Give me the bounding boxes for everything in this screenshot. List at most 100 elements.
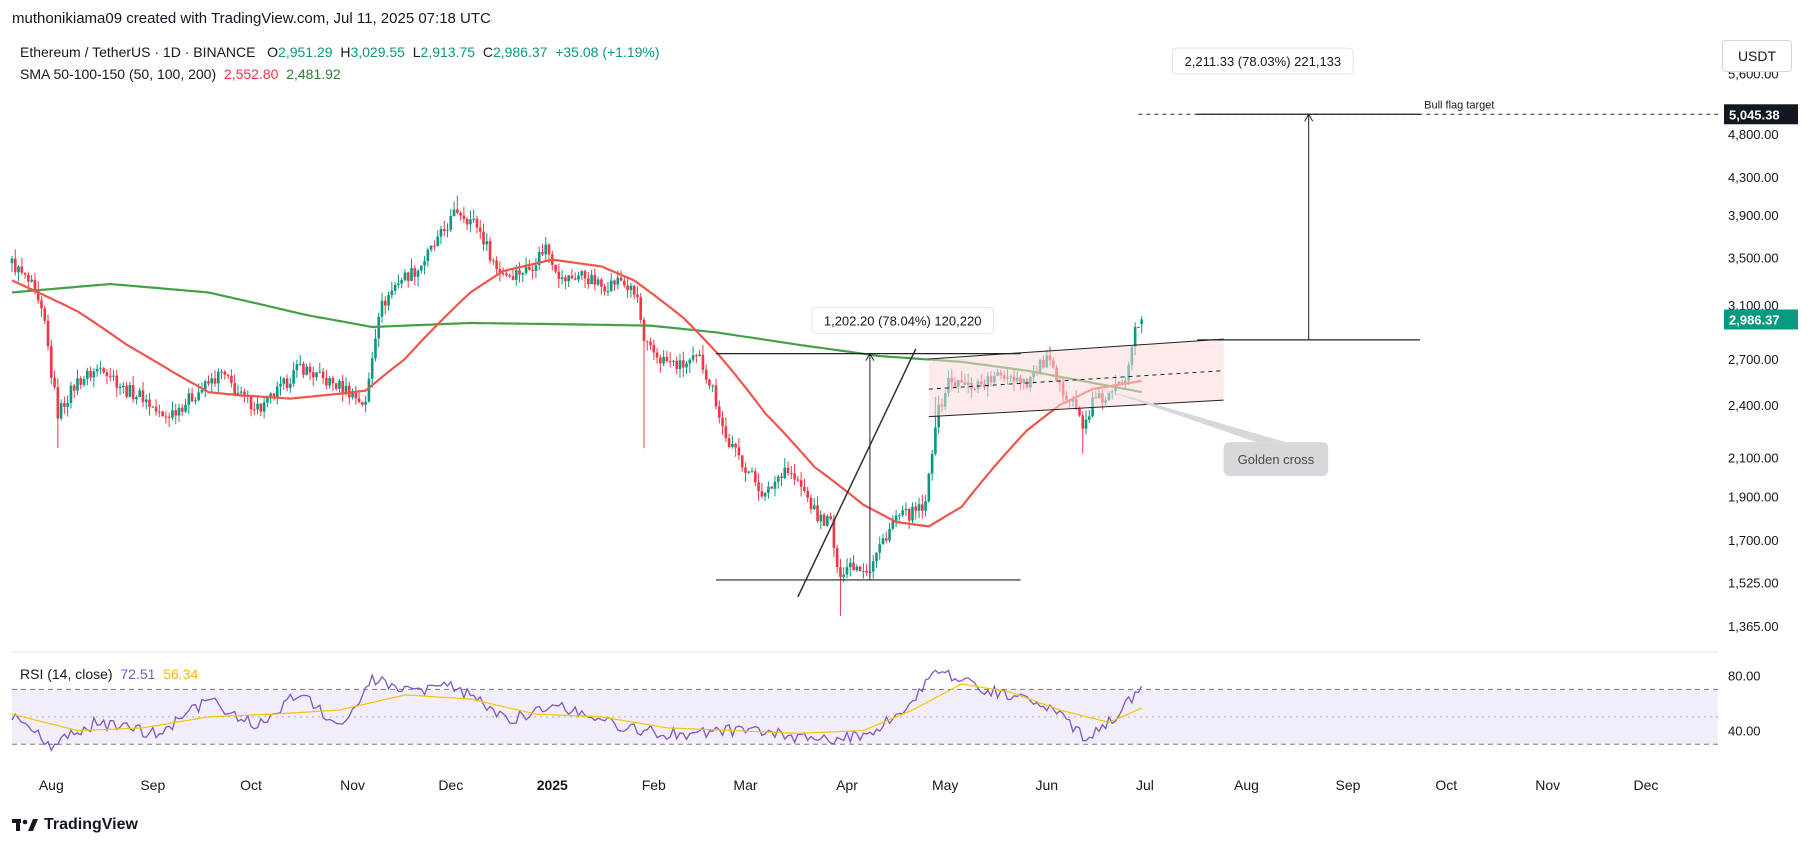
candle-body — [406, 272, 410, 281]
tradingview-logo-icon — [12, 819, 38, 831]
candle-body — [161, 411, 164, 417]
rsi-ma-line — [11, 683, 1142, 734]
candle-body — [200, 390, 204, 393]
candle-body — [829, 516, 832, 519]
candle-body — [698, 354, 701, 357]
candle-body — [717, 406, 721, 418]
candle-body — [433, 245, 436, 247]
candle-body — [56, 387, 60, 419]
candle-body — [596, 279, 600, 285]
price-tick-label: 2,700.00 — [1728, 352, 1779, 367]
candle-body — [86, 370, 89, 379]
currency-selector[interactable]: USDT — [1722, 40, 1792, 72]
candle-body — [600, 279, 603, 287]
brand-name: TradingView — [44, 816, 138, 833]
price-tick-label: 3,900.00 — [1728, 208, 1779, 223]
candle-body — [842, 574, 846, 578]
candle-body — [672, 360, 675, 362]
candle-body — [154, 406, 158, 412]
candle-body — [616, 277, 620, 285]
candle-body — [302, 363, 305, 375]
candle-body — [534, 265, 538, 271]
candle-body — [747, 471, 751, 473]
candle-body — [914, 506, 918, 511]
candle-body — [380, 300, 384, 317]
candle-body — [180, 407, 184, 412]
golden-cross-box — [1223, 442, 1329, 477]
candle-body — [420, 265, 423, 271]
candle-body — [587, 278, 590, 285]
candle-body — [655, 352, 659, 358]
candle-body — [194, 400, 197, 402]
time-tick-label: Sep — [140, 777, 165, 793]
candle-body — [43, 308, 47, 321]
candle-body — [92, 371, 96, 378]
candle-body — [131, 385, 135, 400]
candle-body — [898, 515, 901, 517]
candle-body — [862, 570, 865, 572]
candle-body — [793, 473, 796, 480]
flag-lower-line — [928, 399, 1224, 418]
symbol-name[interactable]: Ethereum / TetherUS · 1D · BINANCE — [20, 44, 256, 60]
candle-body — [907, 508, 911, 521]
candle-body — [583, 271, 587, 279]
candle-body — [72, 385, 76, 391]
candle-body — [374, 338, 377, 359]
candle-body — [112, 375, 115, 377]
candle-body — [888, 528, 891, 541]
candle-body — [921, 504, 924, 511]
candle-body — [636, 294, 639, 298]
drawings[interactable] — [716, 113, 1718, 598]
candle-body — [108, 376, 112, 378]
rsi-value: 72.51 — [120, 666, 156, 682]
sma-legend[interactable]: SMA 50-100-150 (50, 100, 200) 2,552.80 2… — [20, 66, 341, 82]
candle-body — [243, 391, 246, 396]
candle-body — [554, 264, 557, 272]
candle-body — [269, 393, 272, 397]
sma-fast-line — [11, 258, 1142, 528]
tradingview-logo[interactable]: TradingView — [12, 816, 138, 834]
candle-body — [53, 377, 56, 388]
price-tick-label: 4,300.00 — [1728, 170, 1779, 185]
candle-body — [27, 274, 30, 282]
candle-body — [59, 403, 63, 419]
candle-body — [400, 280, 403, 284]
candle-body — [767, 486, 770, 493]
sma-fast-value: 2,552.80 — [223, 66, 279, 82]
candle-body — [429, 245, 433, 250]
candle-body — [344, 385, 348, 393]
candle-body — [727, 438, 731, 447]
price-tick-label: 1,365.00 — [1728, 619, 1779, 634]
candle-body — [809, 497, 813, 510]
candle-body — [580, 271, 584, 276]
candle-body — [203, 381, 207, 391]
rsi-tick-label: 40.00 — [1728, 724, 1761, 739]
rsi-legend[interactable]: RSI (14, close) 72.51 56.34 — [20, 666, 198, 682]
candle-body — [881, 538, 885, 545]
rsi-label: RSI (14, close) — [20, 666, 113, 682]
candle-body — [528, 266, 531, 270]
candle-body — [33, 279, 37, 290]
price-tick-label: 3,100.00 — [1728, 298, 1779, 313]
candle-body — [223, 371, 227, 375]
candle-body — [361, 401, 364, 405]
candle-body — [174, 410, 178, 416]
price-tick-label: 4,800.00 — [1728, 127, 1779, 142]
candle-body — [855, 566, 859, 571]
candle-body — [934, 427, 937, 454]
price-tick-label: 2,400.00 — [1728, 398, 1779, 413]
rsi-ma-value: 56.34 — [163, 666, 199, 682]
candle-body — [272, 393, 276, 398]
candle-body — [259, 403, 263, 412]
candle-body — [740, 455, 744, 468]
candle-body — [334, 383, 338, 389]
candle-body — [537, 252, 541, 266]
price-tick-label: 2,100.00 — [1728, 450, 1779, 465]
candle-body — [295, 364, 299, 371]
pole-measure-box — [811, 306, 994, 334]
candle-body — [665, 356, 669, 362]
candle-body — [216, 371, 220, 384]
candle-body — [501, 272, 505, 274]
candle-body — [17, 266, 20, 273]
